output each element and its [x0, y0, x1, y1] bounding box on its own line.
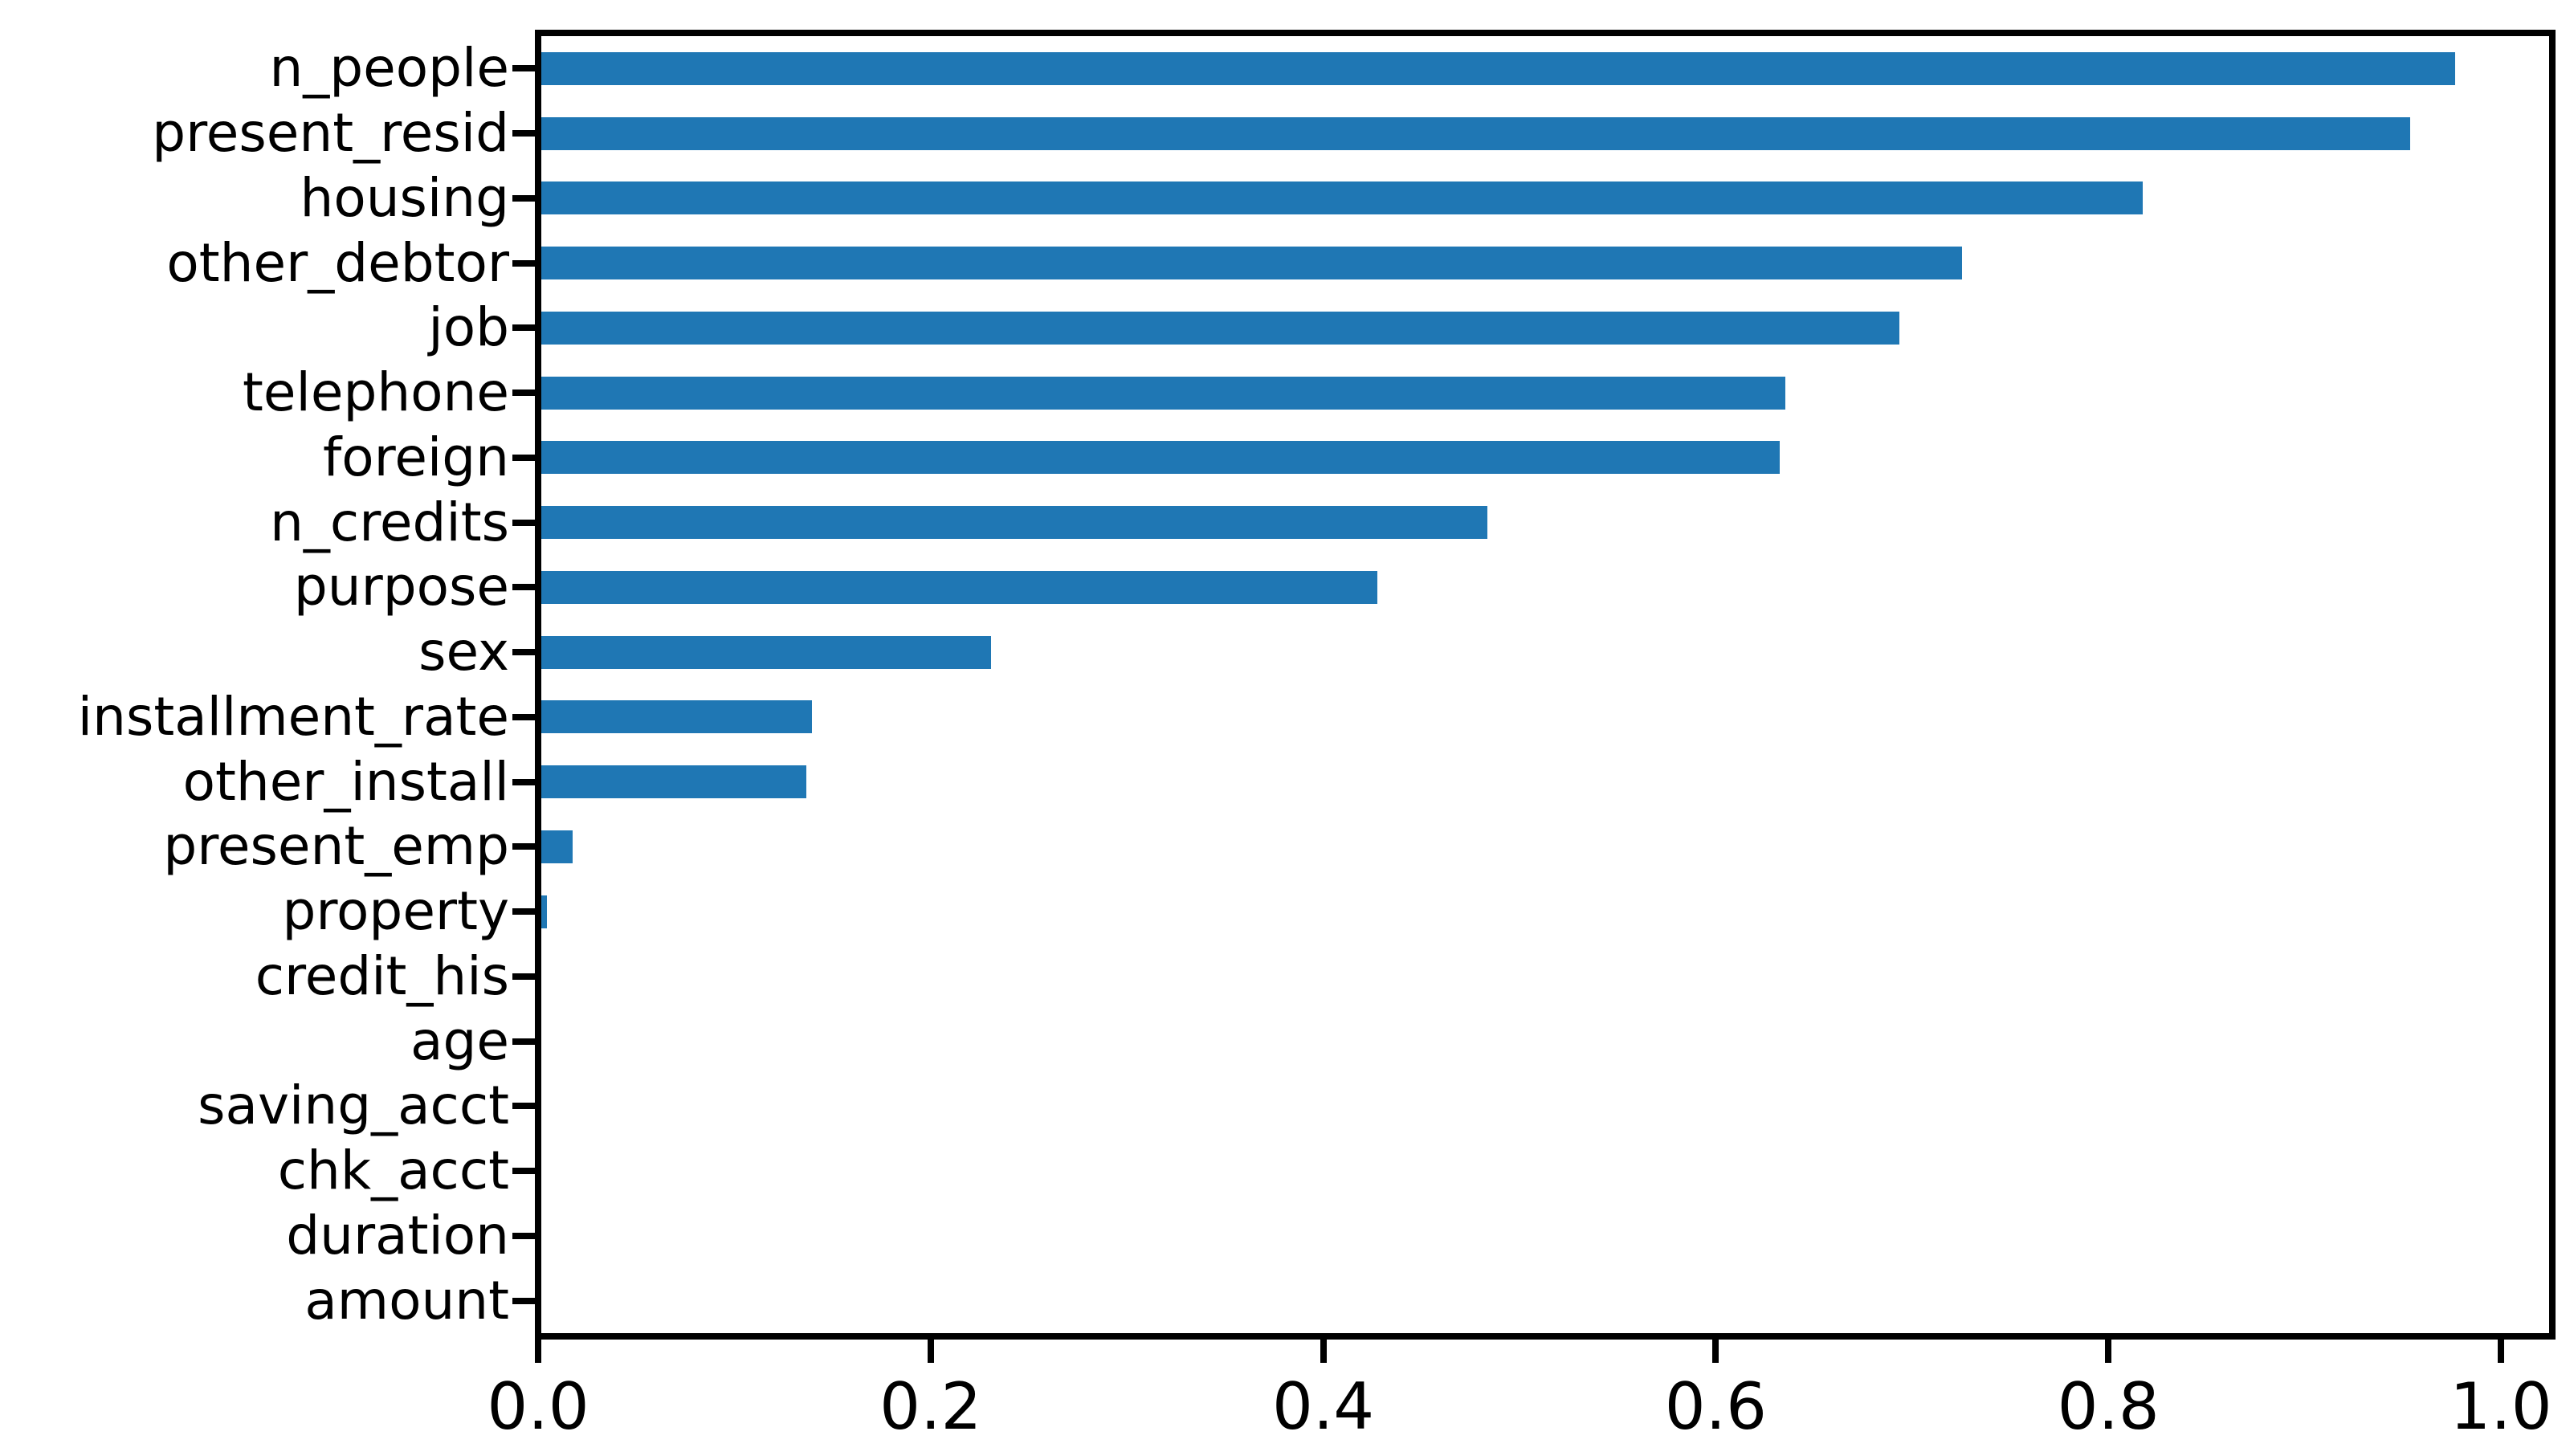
y-tick-credit_his: [512, 973, 535, 980]
y-tick-label-telephone: telephone: [243, 361, 509, 424]
bar-telephone: [541, 376, 1785, 410]
plot-area: [535, 30, 2556, 1340]
y-tick-label-chk_acct: chk_acct: [277, 1140, 509, 1202]
x-tick-label-0.8: 0.8: [2057, 1369, 2160, 1444]
bar-property: [541, 895, 547, 928]
y-tick-property: [512, 908, 535, 916]
y-tick-age: [512, 1038, 535, 1045]
y-tick-purpose: [512, 584, 535, 591]
y-tick-label-credit_his: credit_his: [255, 944, 509, 1007]
y-tick-telephone: [512, 389, 535, 397]
y-tick-housing: [512, 194, 535, 202]
x-tick-0.6: [1712, 1340, 1719, 1363]
bar-n_people: [541, 51, 2455, 85]
bar-sex: [541, 635, 991, 669]
y-tick-label-age: age: [410, 1009, 509, 1072]
x-tick-label-0.6: 0.6: [1664, 1369, 1767, 1444]
x-tick-0.4: [1320, 1340, 1327, 1363]
y-tick-label-purpose: purpose: [293, 556, 509, 618]
y-tick-label-duration: duration: [286, 1204, 509, 1266]
y-tick-label-saving_acct: saving_acct: [198, 1075, 509, 1137]
y-tick-label-present_emp: present_emp: [163, 815, 509, 878]
y-tick-label-present_resid: present_resid: [152, 102, 509, 165]
bar-other_debtor: [541, 247, 1962, 280]
x-tick-0.0: [535, 1340, 541, 1363]
y-tick-present_resid: [512, 130, 535, 137]
bar-present_resid: [541, 116, 2410, 150]
x-tick-1.0: [2498, 1340, 2504, 1363]
y-tick-label-installment_rate: installment_rate: [77, 685, 509, 748]
y-tick-foreign: [512, 454, 535, 461]
bar-installment_rate: [541, 700, 812, 734]
bar-present_emp: [541, 830, 573, 863]
bar-job: [541, 311, 1899, 345]
y-tick-other_debtor: [512, 259, 535, 267]
x-tick-label-1.0: 1.0: [2450, 1369, 2552, 1444]
y-tick-chk_acct: [512, 1168, 535, 1175]
y-tick-sex: [512, 649, 535, 656]
bar-n_credits: [541, 506, 1487, 540]
bar-housing: [541, 181, 2143, 215]
y-tick-label-job: job: [428, 296, 509, 359]
x-tick-label-0.0: 0.0: [487, 1369, 589, 1444]
x-tick-0.2: [927, 1340, 934, 1363]
y-tick-label-property: property: [282, 880, 509, 943]
x-tick-label-0.2: 0.2: [879, 1369, 982, 1444]
y-tick-other_install: [512, 778, 535, 785]
bar-foreign: [541, 441, 1780, 475]
y-tick-label-other_install: other_install: [182, 750, 509, 813]
y-tick-label-amount: amount: [304, 1269, 509, 1332]
bar-purpose: [541, 570, 1377, 604]
bar-other_install: [541, 765, 806, 799]
y-tick-label-housing: housing: [300, 166, 510, 229]
y-tick-label-foreign: foreign: [323, 426, 509, 488]
y-tick-n_credits: [512, 519, 535, 526]
y-tick-amount: [512, 1297, 535, 1304]
y-tick-present_emp: [512, 843, 535, 850]
y-tick-duration: [512, 1232, 535, 1239]
y-tick-label-sex: sex: [418, 621, 509, 683]
y-tick-saving_acct: [512, 1103, 535, 1110]
y-tick-installment_rate: [512, 713, 535, 720]
y-tick-label-n_credits: n_credits: [270, 491, 509, 553]
x-tick-label-0.4: 0.4: [1271, 1369, 1375, 1444]
y-tick-n_people: [512, 65, 535, 72]
y-tick-label-other_debtor: other_debtor: [166, 231, 509, 294]
x-tick-0.8: [2105, 1340, 2112, 1363]
y-tick-label-n_people: n_people: [269, 37, 509, 100]
y-tick-job: [512, 324, 535, 332]
